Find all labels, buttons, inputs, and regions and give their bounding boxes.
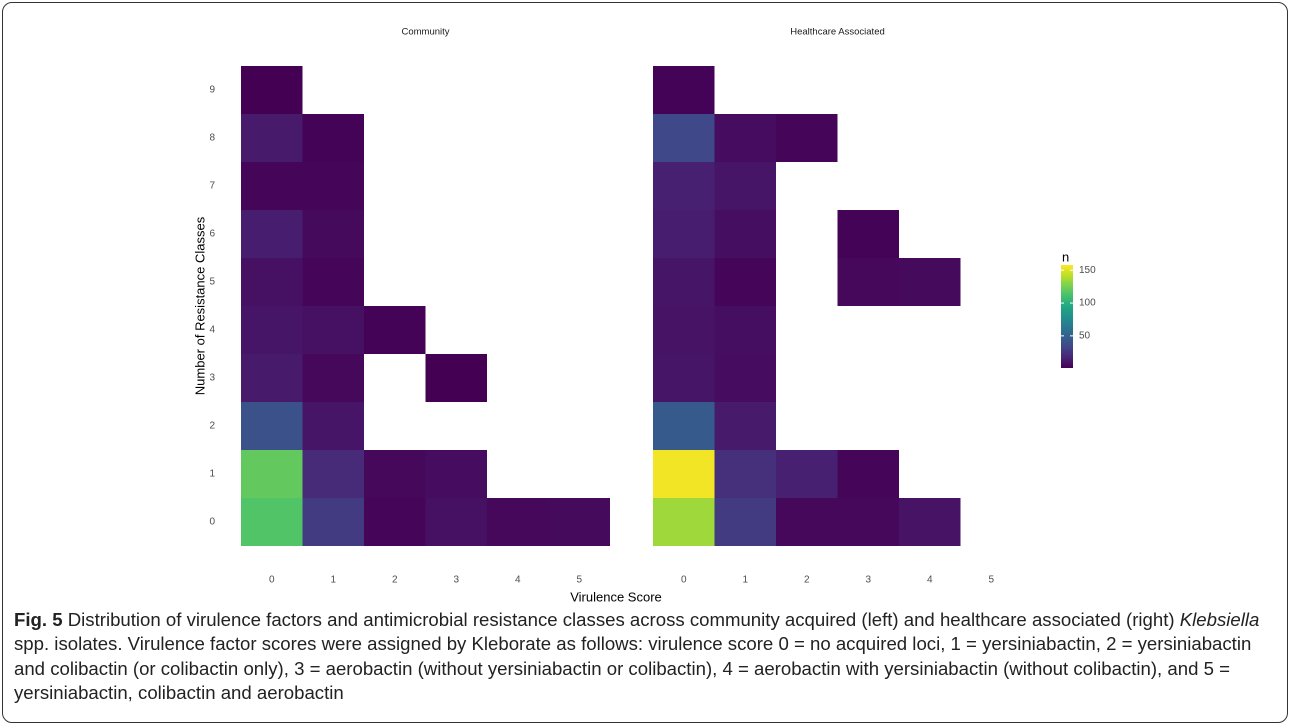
y-axis-title: Number of Resistance Classes <box>192 216 207 395</box>
y-tick-label: 0 <box>209 517 215 528</box>
panel-title: Community <box>401 27 449 38</box>
colorbar <box>1061 265 1073 368</box>
x-axis-title: Virulence Score <box>570 589 662 604</box>
heatmap-cell <box>302 450 364 498</box>
x-tick-label: 5 <box>576 575 582 586</box>
heatmap-cell <box>302 162 364 210</box>
heatmap-cell <box>714 210 776 258</box>
heatmap-cell <box>653 258 715 306</box>
heatmap-cell <box>302 402 364 450</box>
x-tick-label: 0 <box>681 575 687 586</box>
heatmap-cell <box>714 162 776 210</box>
y-tick-label: 6 <box>209 229 215 240</box>
heatmap-cell <box>714 498 776 546</box>
heatmap-cell <box>241 114 303 162</box>
heatmap-cell <box>241 354 303 402</box>
heatmap-cell <box>714 258 776 306</box>
heatmap-cell <box>548 498 610 546</box>
x-tick-label: 3 <box>865 575 871 586</box>
x-tick-label: 0 <box>269 575 275 586</box>
heatmap-cell <box>302 354 364 402</box>
heatmap-cell <box>241 450 303 498</box>
heatmap-cell <box>653 354 715 402</box>
heatmap-cell <box>653 498 715 546</box>
heatmap-cell <box>302 114 364 162</box>
heatmap-cell <box>653 306 715 354</box>
heatmap-cell <box>364 306 426 354</box>
heatmap-cell <box>653 114 715 162</box>
heatmap-cell <box>241 210 303 258</box>
heatmap-cell <box>714 450 776 498</box>
heatmap-cell <box>241 162 303 210</box>
caption-text: Distribution of virulence factors and an… <box>67 609 1175 630</box>
heatmap-cell <box>653 162 715 210</box>
heatmap-cell <box>302 258 364 306</box>
caption-text: spp. isolates. Virulence factor scores w… <box>14 633 1252 704</box>
heatmap-cell <box>653 402 715 450</box>
legend-tick-label: 100 <box>1079 298 1096 309</box>
heatmap-cell <box>653 450 715 498</box>
y-tick-label: 3 <box>209 373 215 384</box>
x-tick-label: 3 <box>453 575 459 586</box>
heatmap-cell <box>837 258 899 306</box>
caption-italic: Klebsiella <box>1179 609 1260 630</box>
y-tick-label: 8 <box>209 133 215 144</box>
legend-title: n <box>1062 249 1069 264</box>
y-tick-label: 4 <box>209 325 215 336</box>
caption-label: Fig. 5 <box>14 609 63 630</box>
caption: Fig. 5 Distribution of virulence factors… <box>14 608 1276 706</box>
heatmap-cell <box>776 114 838 162</box>
heatmap-cell <box>425 450 487 498</box>
y-tick-label: 1 <box>209 469 215 480</box>
heatmap-cell <box>364 450 426 498</box>
x-tick-label: 4 <box>927 575 933 586</box>
heatmap-cell <box>487 498 549 546</box>
panel-title: Healthcare Associated <box>790 27 885 38</box>
chart: Virulence Score Number of Resistance Cla… <box>192 27 1096 605</box>
heatmap-cell <box>837 450 899 498</box>
heatmap-cell <box>899 498 961 546</box>
heatmap-cell <box>364 498 426 546</box>
heatmap-cell <box>425 498 487 546</box>
x-tick-label: 5 <box>988 575 994 586</box>
heatmap-cell <box>899 258 961 306</box>
heatmap-cell <box>425 354 487 402</box>
heatmap-cell <box>714 354 776 402</box>
heatmap-cell <box>776 450 838 498</box>
heatmap-cell <box>653 66 715 114</box>
heatmap-cell <box>302 210 364 258</box>
legend-tick-label: 50 <box>1079 330 1091 341</box>
heatmap-cell <box>302 498 364 546</box>
heatmap-cell <box>837 210 899 258</box>
heatmap-cell <box>241 66 303 114</box>
heatmap-cell <box>714 306 776 354</box>
heatmap-cell <box>714 114 776 162</box>
heatmap-cell <box>302 306 364 354</box>
heatmap-cell <box>241 402 303 450</box>
heatmap-cell <box>776 498 838 546</box>
x-tick-label: 4 <box>515 575 521 586</box>
x-tick-label: 2 <box>392 575 398 586</box>
y-tick-label: 9 <box>209 85 215 96</box>
heatmap-cell <box>241 498 303 546</box>
legend-tick-label: 150 <box>1079 265 1096 276</box>
heatmap-cell <box>653 210 715 258</box>
heatmap-cell <box>714 402 776 450</box>
x-tick-label: 2 <box>804 575 810 586</box>
y-tick-label: 7 <box>209 181 215 192</box>
heatmap-cell <box>837 498 899 546</box>
y-tick-label: 5 <box>209 277 215 288</box>
heatmap-cell <box>241 258 303 306</box>
x-tick-label: 1 <box>330 575 336 586</box>
heatmap-cell <box>241 306 303 354</box>
x-tick-label: 1 <box>742 575 748 586</box>
y-tick-label: 2 <box>209 421 215 432</box>
